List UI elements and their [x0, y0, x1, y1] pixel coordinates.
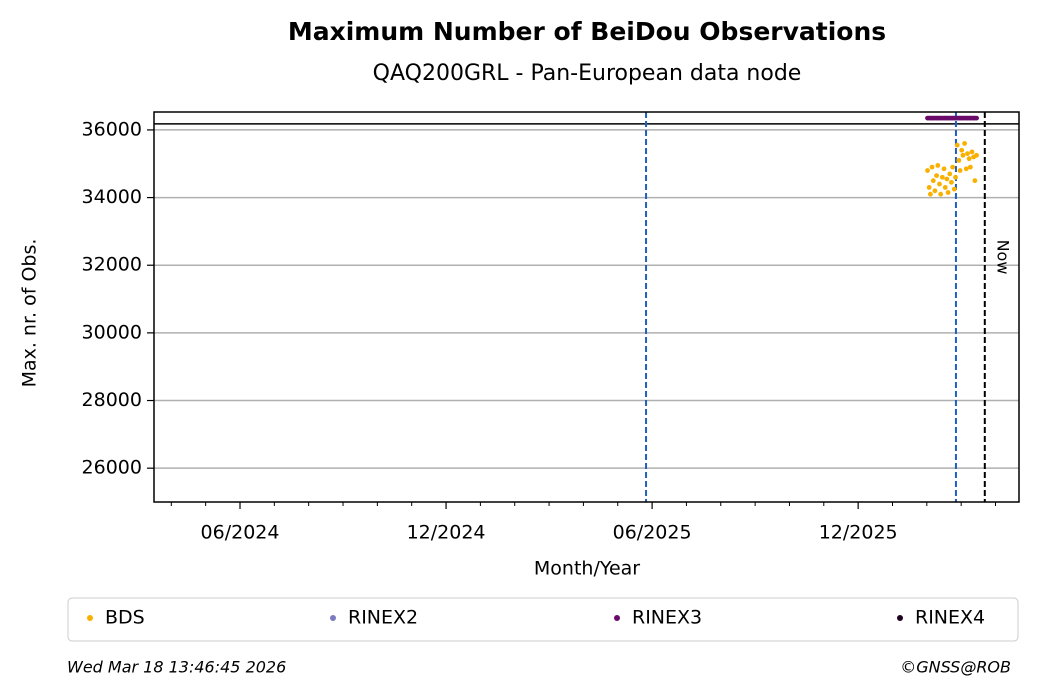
- legend-marker: [897, 615, 903, 621]
- data-point: [969, 149, 975, 155]
- data-point: [934, 173, 939, 178]
- x-tick-label: 06/2024: [201, 522, 280, 544]
- data-point: [947, 171, 953, 177]
- legend-label: RINEX3: [632, 607, 702, 629]
- data-point: [967, 164, 973, 170]
- data-point: [926, 185, 932, 190]
- y-tick-label: 32000: [82, 254, 142, 276]
- data-point: [954, 142, 960, 148]
- y-tick-label: 26000: [82, 457, 142, 479]
- legend-marker: [87, 615, 93, 621]
- data-point: [959, 147, 965, 153]
- data-point: [949, 179, 954, 185]
- data-point: [956, 157, 962, 163]
- data-point: [951, 186, 957, 192]
- legend-label: RINEX2: [348, 607, 418, 629]
- data-point: [974, 152, 979, 158]
- data-point: [957, 168, 963, 173]
- data-point: [974, 115, 979, 121]
- y-tick-label: 28000: [82, 389, 142, 411]
- data-point: [953, 174, 958, 180]
- legend-marker: [330, 615, 336, 621]
- y-axis-label: Max. nr. of Obs.: [19, 239, 41, 388]
- data-point: [965, 151, 970, 157]
- legend-label: RINEX4: [915, 607, 985, 629]
- data-point: [950, 164, 956, 170]
- data-point: [929, 164, 935, 170]
- data-point: [972, 178, 978, 184]
- legend-box: [67, 597, 1019, 642]
- marker-label: Now: [993, 240, 1012, 275]
- data-point: [930, 178, 936, 184]
- chart-subtitle: QAQ200GRL - Pan-European data node: [373, 61, 802, 86]
- y-tick-label: 34000: [82, 186, 142, 208]
- data-point: [942, 185, 948, 190]
- data-point: [944, 176, 950, 182]
- data-point: [935, 163, 941, 168]
- y-tick-label: 36000: [82, 118, 142, 140]
- data-point: [938, 191, 944, 197]
- data-point: [960, 152, 966, 158]
- x-axis-label: Month/Year: [534, 558, 640, 580]
- data-point: [932, 188, 938, 194]
- data-point: [927, 191, 933, 197]
- x-tick-label: 06/2025: [613, 522, 692, 544]
- legend-marker: [614, 615, 620, 621]
- x-tick-label: 12/2025: [819, 522, 898, 544]
- data-point: [925, 168, 930, 173]
- data-point: [963, 166, 969, 172]
- chart-title: Maximum Number of BeiDou Observations: [288, 17, 886, 46]
- data-point: [966, 156, 972, 162]
- x-tick-label: 12/2024: [407, 522, 486, 544]
- data-point: [939, 174, 945, 180]
- y-tick-label: 30000: [82, 321, 142, 343]
- plot-frame: [153, 111, 1020, 503]
- data-point: [941, 166, 947, 172]
- legend-label: BDS: [105, 607, 145, 629]
- timestamp: Wed Mar 18 13:46:45 2026: [67, 658, 286, 677]
- data-point: [937, 181, 942, 187]
- data-point: [962, 141, 968, 146]
- data-point: [945, 190, 951, 195]
- copyright: ©GNSS@ROB: [900, 658, 1011, 677]
